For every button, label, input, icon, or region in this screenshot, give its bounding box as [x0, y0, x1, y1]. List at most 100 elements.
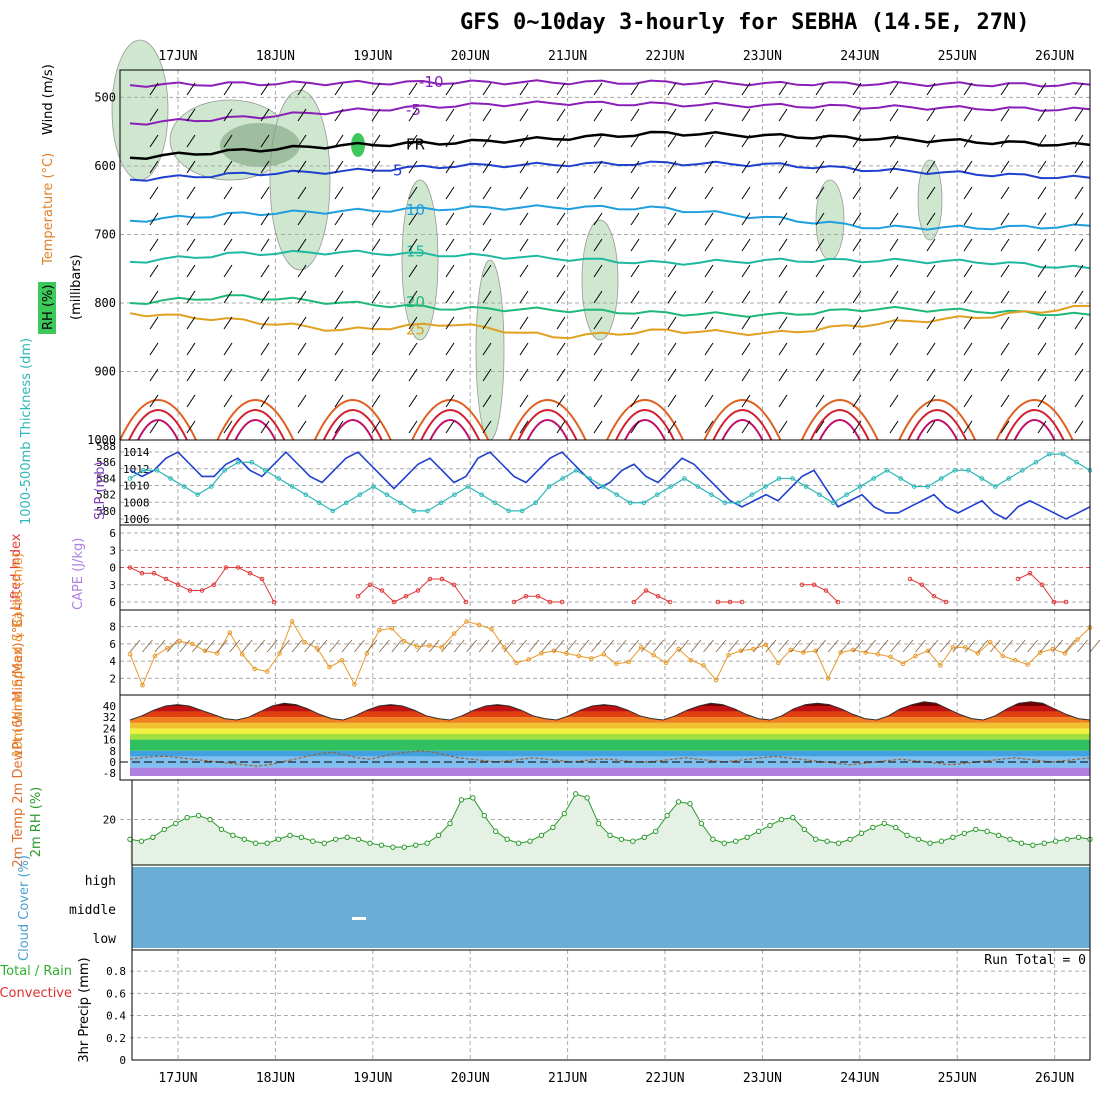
- wind-barb: [556, 342, 566, 356]
- wind-barb: [704, 82, 714, 96]
- rh2m-point: [1018, 840, 1025, 846]
- wind-barb: [963, 368, 973, 382]
- wind-barb: [1014, 639, 1026, 653]
- wind-barb: [963, 134, 973, 148]
- lifted-tick: 3: [109, 579, 116, 592]
- lifted-index-point: [451, 582, 457, 588]
- wind-barb: [926, 82, 936, 96]
- wind-barb: [482, 186, 492, 200]
- wind-barb: [445, 420, 455, 434]
- thickness-point: [371, 484, 376, 489]
- wind-barb: [260, 368, 270, 382]
- wind-barb: [815, 160, 825, 174]
- lifted-index-point: [163, 576, 169, 582]
- thickness-point: [519, 508, 525, 514]
- wind-barb: [815, 290, 825, 304]
- wind10-axis-label: 10m Wind Speed & Barbs (m/s): [11, 553, 26, 758]
- wind-barb: [482, 342, 492, 356]
- wind-barb: [149, 342, 159, 356]
- wind-barb: [889, 264, 899, 278]
- isotherm-20: [129, 294, 1091, 318]
- wind-barb: [149, 238, 159, 252]
- precip-tick: 0.6: [106, 987, 126, 1000]
- lifted-index-series: [129, 567, 275, 603]
- wind-barb: [1000, 160, 1010, 174]
- wind-speed-point: [314, 645, 320, 651]
- wind-barb: [223, 264, 233, 278]
- temp-tick: 0: [109, 756, 116, 769]
- wind-barb: [815, 82, 825, 96]
- rh2m-point: [458, 797, 465, 803]
- wind-barb: [519, 264, 529, 278]
- isotherm-lowlevel: [322, 409, 383, 441]
- wind-barb: [149, 368, 159, 382]
- wind-barb: [445, 212, 455, 226]
- wind-barb: [889, 108, 899, 122]
- date-label-top: 23JUN: [743, 49, 782, 64]
- wind-barb: [778, 368, 788, 382]
- cloud-level-label: high: [85, 874, 116, 889]
- wind-speed-point: [588, 656, 594, 661]
- wind-barb: [223, 342, 233, 356]
- wind-tick: 6: [109, 638, 116, 651]
- lifted-index-point: [367, 582, 373, 588]
- wind-barb: [556, 186, 566, 200]
- thickness-point: [695, 484, 701, 489]
- wind-barb: [815, 316, 825, 330]
- wind-barb: [1074, 186, 1084, 200]
- pressure-tick: 500: [94, 90, 116, 104]
- wind-barb: [408, 108, 418, 122]
- wind-barb: [441, 639, 452, 653]
- isotherm-lowlevel: [508, 399, 587, 441]
- wind-barb: [223, 394, 233, 408]
- wind-barb: [186, 290, 196, 304]
- wind-speed-point: [1025, 662, 1030, 667]
- wind-barb: [852, 134, 862, 148]
- rh2m-point: [230, 832, 236, 839]
- rh2m-point: [561, 810, 567, 817]
- wind-speed-point: [140, 682, 145, 688]
- wind-barb: [593, 212, 603, 226]
- wind-barb: [1037, 420, 1047, 434]
- wind-barb: [408, 186, 418, 200]
- wind-barb: [741, 186, 751, 200]
- cloud-cover-fill: [132, 867, 1090, 948]
- wind-barb: [630, 108, 640, 122]
- wind-barb: [1037, 212, 1047, 226]
- wind-barb: [186, 186, 196, 200]
- wind-barb: [926, 108, 936, 122]
- wind-barb: [965, 639, 976, 653]
- date-label-top: 25JUN: [938, 49, 977, 64]
- wind-speed-point: [302, 639, 307, 645]
- wind-barb: [593, 290, 603, 304]
- rh2m-point: [515, 840, 522, 846]
- wind-speed-point: [713, 677, 719, 683]
- isotherm-lowlevel: [721, 419, 764, 441]
- thickness-point: [600, 484, 606, 489]
- wind-barb: [556, 394, 566, 408]
- wind-barb: [1027, 639, 1038, 653]
- lifted-index-point: [643, 588, 649, 593]
- thickness-axis-label: 1000-500mb Thickness (dm): [19, 338, 34, 525]
- wind-barb: [297, 108, 307, 122]
- wind-barb: [1000, 264, 1010, 278]
- rh2m-point: [493, 828, 499, 835]
- temperature-band: [130, 734, 1090, 740]
- wind-barb: [630, 290, 640, 304]
- wind-barb: [482, 420, 492, 434]
- rh2m-point: [298, 834, 305, 840]
- thickness-point: [573, 468, 579, 473]
- wind-barb: [963, 108, 973, 122]
- isotherm-lowlevel: [119, 399, 197, 441]
- wind-barb: [963, 186, 973, 200]
- wind-speed-point: [776, 660, 781, 666]
- wind-barb: [408, 238, 418, 252]
- isotherm-lowlevel: [128, 409, 188, 441]
- rh2m-point: [995, 832, 1002, 839]
- wind-speed-point: [152, 653, 158, 659]
- wind-barb: [667, 342, 677, 356]
- wind-barb: [408, 342, 418, 356]
- rh2m-point: [481, 812, 487, 819]
- thickness-point: [763, 484, 768, 489]
- thickness-point: [533, 500, 538, 506]
